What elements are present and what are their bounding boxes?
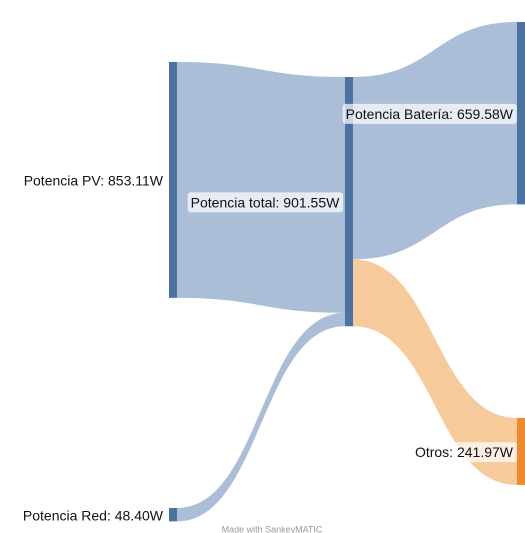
node-label: Potencia Batería: 659.58W [346,106,514,122]
link [353,22,517,260]
nodes [169,22,525,522]
node-label: Potencia PV: 853.11W [24,173,164,189]
node-label: Potencia Red: 48.40W [23,507,164,523]
node-label: Otros: 241.97W [415,444,514,460]
node-label: Potencia total: 901.55W [191,194,340,210]
label-box [411,442,517,463]
labels: Potencia PV: 853.11W Potencia Red: 48.40W… [23,103,517,523]
link [177,312,345,522]
node [169,508,177,522]
link [353,259,517,485]
footer: Made with SankeyMATIC [222,524,323,533]
label-box [342,103,517,124]
node [517,418,525,485]
node [345,77,353,327]
link [177,62,345,313]
node [169,62,177,298]
links [177,22,517,522]
label-box [187,192,344,213]
node [517,22,525,205]
